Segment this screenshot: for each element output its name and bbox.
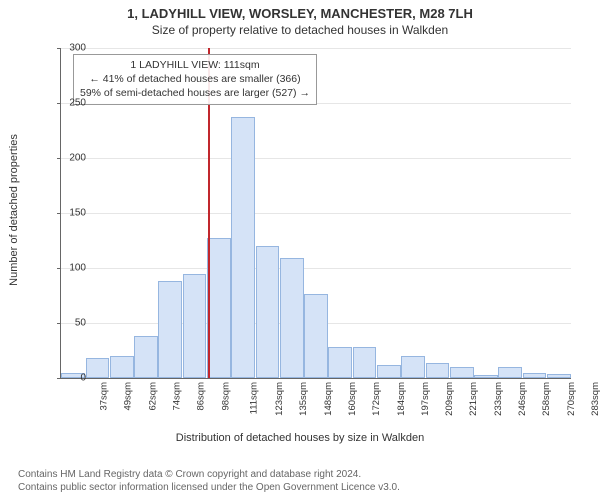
ytick-label: 50 [56,318,86,329]
annotation-line-2: ← 41% of detached houses are smaller (36… [80,72,310,86]
bar [523,373,547,379]
footer-line-2: Contains public sector information licen… [18,481,400,494]
y-axis-label: Number of detached properties [8,134,20,286]
x-axis-label: Distribution of detached houses by size … [0,432,600,444]
xtick-label: 221sqm [468,382,479,416]
chart-container: 1, LADYHILL VIEW, WORSLEY, MANCHESTER, M… [0,0,600,500]
ytick-label: 0 [56,373,86,384]
xtick-label: 160sqm [347,382,358,416]
bar [304,294,328,378]
bar [183,274,207,379]
xtick-label: 98sqm [220,382,231,411]
chart-subtitle: Size of property relative to detached ho… [0,21,600,37]
bar [256,246,280,378]
xtick-label: 135sqm [298,382,309,416]
grid-line [61,158,571,159]
xtick-label: 283sqm [590,382,600,416]
ytick-label: 200 [56,153,86,164]
bar [110,356,134,378]
ytick-label: 250 [56,98,86,109]
annotation-line-1: 1 LADYHILL VIEW: 111sqm [80,58,310,72]
xtick-label: 233sqm [493,382,504,416]
xtick-label: 37sqm [99,382,110,411]
xtick-label: 62sqm [147,382,158,411]
xtick-label: 123sqm [274,382,285,416]
xtick-label: 197sqm [420,382,431,416]
annotation-box: 1 LADYHILL VIEW: 111sqm ← 41% of detache… [73,54,317,105]
footer-line-1: Contains HM Land Registry data © Crown c… [18,468,400,481]
plot-area: 37sqm49sqm62sqm74sqm86sqm98sqm111sqm123s… [60,48,571,379]
grid-line [61,268,571,269]
bar [353,347,377,378]
bar [426,363,450,378]
bar [498,367,522,378]
bar [158,281,182,378]
xtick-label: 148sqm [323,382,334,416]
bar [547,374,571,378]
xtick-label: 49sqm [123,382,134,411]
bar [207,238,231,378]
annotation-line-3: 59% of semi-detached houses are larger (… [80,86,310,100]
bar [401,356,425,378]
bar [450,367,474,378]
xtick-label: 172sqm [371,382,382,416]
ytick-label: 100 [56,263,86,274]
ytick-label: 300 [56,43,86,54]
xtick-label: 86sqm [196,382,207,411]
xtick-label: 184sqm [395,382,406,416]
bar [231,117,255,378]
xtick-label: 258sqm [541,382,552,416]
footer-attribution: Contains HM Land Registry data © Crown c… [18,468,400,494]
ytick-label: 150 [56,208,86,219]
bar [328,347,352,378]
grid-line [61,48,571,49]
bar [86,358,110,378]
bar [474,375,498,378]
xtick-label: 209sqm [444,382,455,416]
chart-title: 1, LADYHILL VIEW, WORSLEY, MANCHESTER, M… [0,0,600,21]
xtick-label: 74sqm [172,382,183,411]
bar [280,258,304,378]
bar [377,365,401,378]
xtick-label: 270sqm [565,382,576,416]
xtick-label: 111sqm [248,382,259,414]
grid-line [61,213,571,214]
xtick-label: 246sqm [517,382,528,416]
bar [134,336,158,378]
